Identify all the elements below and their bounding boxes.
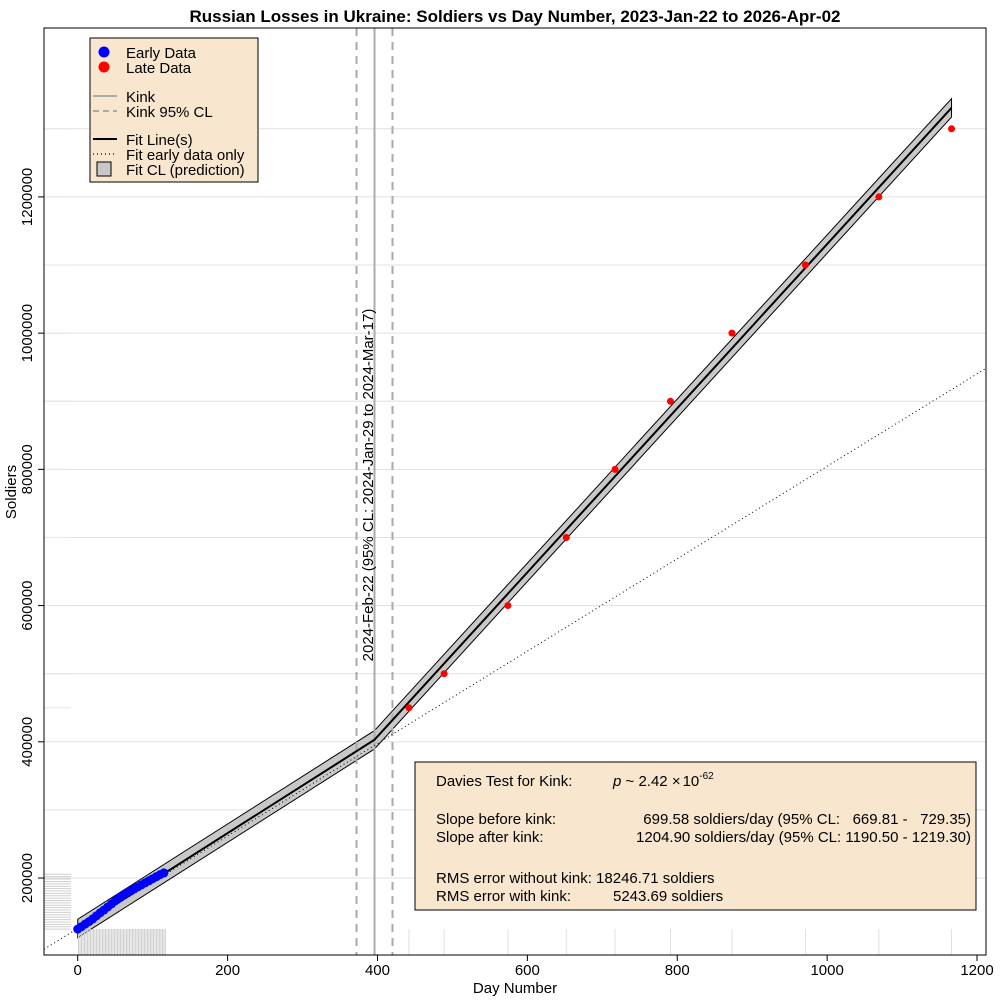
legend-marker-early-data (98, 46, 110, 58)
legend-label-fit-cl: Fit CL (prediction) (126, 162, 245, 179)
legend-label-late-data: Late Data (126, 60, 192, 77)
legend-label-fit-lines: Fit Line(s) (126, 132, 193, 149)
axes: 0 200 400 600 800 1000 1200 200000 400000 600000 8… (19, 168, 994, 979)
y-tick-label: 1000000 (19, 304, 36, 362)
rms-with-kink-value: 5243.69 soldiers (613, 888, 723, 905)
davies-times: × (672, 773, 681, 790)
legend-box (89, 37, 259, 183)
legend-label-fit-early: Fit early data only (126, 147, 245, 164)
slope-before-value: 699.58 soldiers/day (95% CL: 669.81 - 72… (643, 811, 971, 828)
late-data-point (405, 704, 413, 712)
late-data-point (948, 125, 956, 133)
davies-test-label: Davies Test for Kink: (436, 773, 572, 790)
stats-box-background (414, 761, 977, 911)
data-points (73, 125, 956, 934)
y-tick-label: 200000 (19, 853, 36, 903)
data-rug-marks (44, 128, 953, 955)
stats-box: Davies Test for Kink: p ~ 2.42 × 10-62 Sl… (414, 761, 977, 911)
davies-base: 10 (683, 773, 700, 790)
legend-marker-fit-cl (96, 161, 112, 177)
y-tick-label: 1200000 (19, 168, 36, 226)
late-data-point (611, 465, 619, 473)
x-tick-label: 1200 (960, 962, 993, 979)
late-data-point (667, 397, 675, 405)
x-tick-label: 800 (665, 962, 690, 979)
x-tick-label: 200 (215, 962, 240, 979)
x-tick-label: 600 (515, 962, 540, 979)
early-fit-line (43, 367, 987, 950)
early-data-point (159, 868, 169, 878)
x-tick-label: 1000 (810, 962, 843, 979)
rms-with-kink-label: RMS error with kink: (436, 888, 571, 905)
slope-after-value: 1204.90 soldiers/day (95% CL: 1190.50 - … (636, 829, 971, 846)
chart-title: Russian Losses in Ukraine: Soldiers vs D… (190, 7, 841, 26)
x-tick-label: 0 (74, 962, 82, 979)
x-axis-label: Day Number (473, 980, 557, 997)
y-tick-label: 600000 (19, 581, 36, 631)
y-axis-label: Soldiers (3, 465, 20, 519)
x-tick-label: 400 (365, 962, 390, 979)
late-data-point (562, 533, 570, 541)
kink-lines (355, 28, 394, 955)
davies-exponent: -62 (699, 771, 714, 782)
late-data-point (440, 670, 448, 678)
legend-marker-late-data (98, 61, 110, 73)
y-tick-label: 800000 (19, 444, 36, 494)
slope-after-label: Slope after kink: (436, 829, 544, 846)
legend: Early Data Late Data Kink Kink 95% CL Fi… (89, 37, 259, 183)
legend-label-early-data: Early Data (126, 45, 197, 62)
late-data-point (875, 193, 883, 201)
late-data-point (504, 602, 512, 610)
late-data-point (801, 261, 809, 269)
slope-before-label: Slope before kink: (436, 811, 556, 828)
legend-label-kink-cl: Kink 95% CL (126, 104, 213, 121)
fit-lines (43, 107, 987, 950)
late-data-point (728, 329, 736, 337)
plot-frame (43, 27, 987, 956)
y-tick-label: 400000 (19, 717, 36, 767)
kinked-fit-line (77, 107, 953, 930)
davies-test-value: p ~ 2.42 × 10-62 (612, 771, 714, 790)
kink-date-label: 2024-Feb-22 (95% CL: 2024-Jan-29 to 2024… (360, 309, 377, 662)
legend-label-kink: Kink (126, 89, 156, 106)
rms-without-kink: RMS error without kink: 18246.71 soldier… (436, 870, 714, 887)
